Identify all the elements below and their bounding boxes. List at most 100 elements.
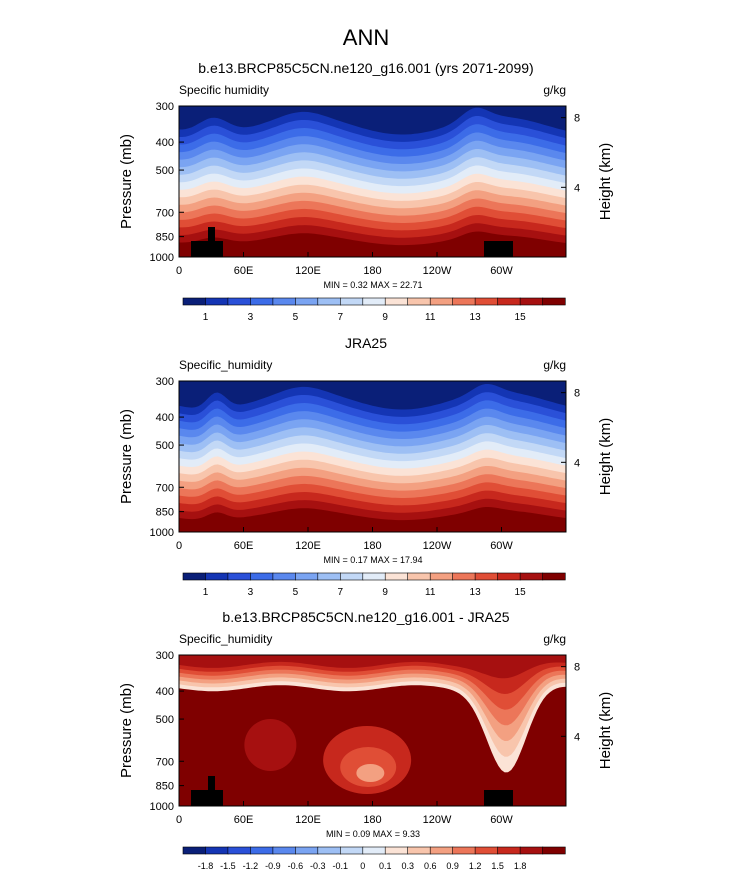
x-tick-label: 120W xyxy=(423,265,452,277)
colorbar: 1 3 5 7 9 11 13 15 xyxy=(182,297,566,323)
colorbar-box xyxy=(295,297,319,306)
colorbar-box xyxy=(519,297,544,306)
terrain-block xyxy=(484,241,513,257)
y-tick-label: 300 xyxy=(156,650,174,662)
colorbar-box xyxy=(429,846,454,855)
y-axis-label: Pressure (mb) xyxy=(118,409,135,504)
colorbar-label: 5 xyxy=(293,587,299,598)
y-tick-label: 1000 xyxy=(150,801,174,813)
x-tick-label: 180 xyxy=(363,265,381,277)
colorbar-label: 9 xyxy=(382,312,388,323)
colorbar-box xyxy=(339,297,364,306)
x-tick-label: 60E xyxy=(234,540,254,552)
y-tick-label: 850 xyxy=(156,781,174,793)
colorbar-box xyxy=(272,297,296,306)
colorbar-label: -1.2 xyxy=(243,861,259,871)
colorbar-box xyxy=(384,846,409,855)
colorbar-label: 0 xyxy=(360,861,365,871)
colorbar-label: 5 xyxy=(293,312,299,323)
colorbar-box xyxy=(295,846,319,855)
y-tick-label: 700 xyxy=(156,756,174,768)
colorbar-label: 1.2 xyxy=(469,861,482,871)
colorbar-label: 1.8 xyxy=(514,861,527,871)
x-tick-label: 120W xyxy=(423,814,452,826)
terrain-block xyxy=(208,227,215,241)
contour-band xyxy=(179,381,566,410)
colorbar-label: 0.6 xyxy=(424,861,437,871)
x-tick-label: 0 xyxy=(176,265,182,277)
colorbar-label: 7 xyxy=(338,587,344,598)
colorbar-label: -0.3 xyxy=(310,861,326,871)
colorbar-label: 1 xyxy=(203,587,209,598)
terrain-block xyxy=(208,776,215,790)
panel-title: b.e13.BRCP85C5CN.ne120_g16.001 (yrs 2071… xyxy=(198,60,533,76)
colorbar-label: -1.8 xyxy=(198,861,214,871)
terrain-block xyxy=(484,790,513,806)
colorbar-label: 1.5 xyxy=(491,861,504,871)
colorbar-box xyxy=(497,297,521,306)
y-tick-label: 850 xyxy=(156,507,174,519)
y-right-tick-label: 8 xyxy=(574,662,580,674)
colorbar-box xyxy=(317,297,341,306)
x-tick-label: 60W xyxy=(490,265,513,277)
figure-title: ANN xyxy=(343,25,389,50)
y-tick-label: 1000 xyxy=(150,527,174,539)
min-max-label: MIN = 0.17 MAX = 17.94 xyxy=(323,555,422,565)
y-tick-label: 400 xyxy=(156,412,174,424)
variable-label: Specific_humidity xyxy=(179,358,272,372)
colorbar-label: -0.1 xyxy=(333,861,349,871)
colorbar-box xyxy=(227,572,251,581)
colorbar-box xyxy=(295,572,319,581)
colorbar-box xyxy=(429,297,454,306)
x-tick-label: 120E xyxy=(295,265,321,277)
colorbar-box xyxy=(384,297,409,306)
y-right-tick-label: 4 xyxy=(574,731,580,743)
y-right-tick-label: 4 xyxy=(574,457,580,469)
colorbar-box xyxy=(317,846,341,855)
colorbar-box xyxy=(407,297,431,306)
x-tick-label: 0 xyxy=(176,540,182,552)
y-tick-label: 700 xyxy=(156,207,174,219)
contour-field xyxy=(179,655,566,806)
colorbar-box xyxy=(250,297,274,306)
y-right-axis-label: Height (km) xyxy=(597,692,614,770)
y-right-axis-label: Height (km) xyxy=(597,418,614,496)
y-right-tick-label: 8 xyxy=(574,388,580,400)
y-tick-label: 500 xyxy=(156,714,174,726)
x-tick-label: 60E xyxy=(234,265,254,277)
y-right-axis-label: Height (km) xyxy=(597,143,614,221)
x-tick-label: 180 xyxy=(363,540,381,552)
colorbar-box xyxy=(542,572,566,581)
contour-band xyxy=(244,719,297,771)
colorbar-label: 1 xyxy=(203,312,209,323)
colorbar-box xyxy=(317,572,341,581)
colorbar-box xyxy=(497,846,521,855)
colorbar-box xyxy=(250,572,274,581)
colorbar-box xyxy=(339,572,364,581)
y-tick-label: 300 xyxy=(156,101,174,113)
colorbar-box xyxy=(272,846,296,855)
colorbar-label: 15 xyxy=(515,312,527,323)
colorbar-box xyxy=(362,846,386,855)
y-tick-label: 1000 xyxy=(150,252,174,264)
colorbar-box xyxy=(452,572,476,581)
variable-label: Specific humidity xyxy=(179,83,269,97)
colorbar-label: 9 xyxy=(382,587,388,598)
panels: b.e13.BRCP85C5CN.ne120_g16.001 (yrs 2071… xyxy=(118,60,614,871)
colorbar-label: 3 xyxy=(248,587,254,598)
colorbar-box xyxy=(182,572,207,581)
colorbar-box xyxy=(182,846,207,855)
x-tick-label: 120W xyxy=(423,540,452,552)
variable-label: Specific_humidity xyxy=(179,632,272,646)
colorbar-label: -0.9 xyxy=(265,861,281,871)
min-max-label: MIN = 0.09 MAX = 9.33 xyxy=(326,829,420,839)
y-tick-label: 400 xyxy=(156,137,174,149)
colorbar-label: 0.1 xyxy=(379,861,392,871)
panel-1: b.e13.BRCP85C5CN.ne120_g16.001 (yrs 2071… xyxy=(118,60,614,323)
terrain-block xyxy=(191,790,223,806)
colorbar-box xyxy=(542,297,566,306)
colorbar-box xyxy=(272,572,296,581)
colorbar-box xyxy=(407,846,431,855)
contour-field xyxy=(179,106,566,257)
